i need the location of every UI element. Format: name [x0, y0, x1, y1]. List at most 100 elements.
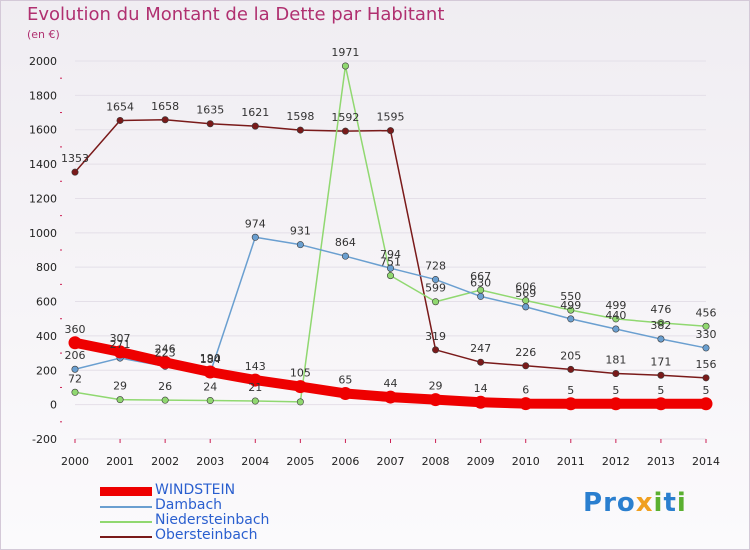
data-point	[432, 346, 440, 354]
data-point	[474, 395, 488, 409]
x-tick-label: 2010	[512, 455, 540, 468]
data-label: 319	[425, 330, 446, 343]
legend-label: Niedersteinbach	[155, 512, 270, 528]
data-label: 1635	[196, 104, 224, 117]
data-label: 206	[65, 349, 86, 362]
x-tick-label: 2011	[557, 455, 585, 468]
data-label: 72	[68, 372, 82, 385]
y-tick-label: 1000	[29, 227, 57, 240]
data-label: 44	[384, 377, 398, 390]
data-label: 931	[290, 225, 311, 238]
data-point	[293, 380, 307, 394]
data-label: 226	[515, 346, 536, 359]
data-point	[567, 315, 575, 323]
data-label: 382	[650, 319, 671, 332]
data-point	[564, 397, 578, 411]
data-point	[158, 355, 172, 369]
logo-letter: o	[616, 488, 636, 518]
data-point	[71, 388, 79, 396]
logo-letter: P	[583, 488, 604, 518]
legend-label: Obersteinbach	[155, 527, 258, 543]
data-label: 143	[245, 360, 266, 373]
logo-letter: r	[603, 488, 617, 518]
data-point	[251, 397, 259, 405]
data-point	[654, 397, 668, 411]
legend-swatch	[100, 487, 152, 496]
legend-swatch	[100, 521, 152, 523]
data-point	[477, 358, 485, 366]
data-label: 14	[474, 382, 488, 395]
data-point	[203, 365, 217, 379]
data-point	[206, 397, 214, 405]
data-label: 499	[605, 299, 626, 312]
data-point	[68, 336, 82, 350]
data-point	[161, 116, 169, 124]
data-point	[113, 345, 127, 359]
data-label: 330	[696, 328, 717, 341]
data-point	[296, 241, 304, 249]
data-label: 26	[158, 380, 172, 393]
data-point	[341, 127, 349, 135]
data-label: 105	[290, 367, 311, 380]
data-label: 307	[110, 332, 131, 345]
data-label: 29	[113, 380, 127, 393]
data-label: 550	[560, 290, 581, 303]
data-label: 246	[155, 342, 176, 355]
data-point	[609, 397, 623, 411]
x-tick-label: 2003	[196, 455, 224, 468]
logo-letter: i	[653, 488, 664, 518]
y-tick-label: 1400	[29, 158, 57, 171]
y-tick-label: 200	[36, 364, 57, 377]
x-tick-label: 2005	[286, 455, 314, 468]
data-label: 630	[470, 276, 491, 289]
y-tick-label: 1200	[29, 192, 57, 205]
data-point	[519, 397, 533, 411]
data-label: 667	[470, 270, 491, 283]
logo-letter: i	[676, 488, 687, 518]
data-point	[567, 306, 575, 314]
data-point	[432, 276, 440, 284]
data-point	[251, 122, 259, 130]
data-label: 247	[470, 342, 491, 355]
data-point	[251, 233, 259, 241]
chart-title: Evolution du Montant de la Dette par Hab…	[27, 4, 445, 25]
y-tick-label: 1600	[29, 124, 57, 137]
data-label: 728	[425, 260, 446, 273]
data-label: 1654	[106, 100, 134, 113]
data-label: 6	[522, 384, 529, 397]
data-point	[386, 264, 394, 272]
data-label: 1592	[331, 111, 359, 124]
data-point	[702, 344, 710, 352]
legend-swatch	[100, 536, 152, 538]
data-point	[702, 322, 710, 330]
x-tick-label: 2001	[106, 455, 134, 468]
data-point	[116, 116, 124, 124]
data-label: 1658	[151, 100, 179, 113]
data-point	[71, 365, 79, 373]
y-tick-label: -200	[32, 433, 57, 446]
x-tick-label: 2008	[422, 455, 450, 468]
data-point	[341, 62, 349, 70]
data-label: 974	[245, 217, 266, 230]
proxiti-logo: Proxiti	[583, 488, 687, 518]
data-point	[386, 127, 394, 135]
y-tick-label: 800	[36, 261, 57, 274]
data-label: 205	[560, 349, 581, 362]
data-point	[657, 335, 665, 343]
data-label: 360	[65, 323, 86, 336]
data-point	[612, 370, 620, 378]
data-point	[338, 386, 352, 400]
data-point	[567, 365, 575, 373]
data-point	[341, 252, 349, 260]
data-point	[612, 315, 620, 323]
y-tick-label: 2000	[29, 55, 57, 68]
y-tick-label: 600	[36, 296, 57, 309]
data-point	[206, 120, 214, 128]
data-point	[657, 319, 665, 327]
data-label: 21	[248, 381, 262, 394]
data-label: 271	[110, 338, 131, 351]
logo-letter: x	[635, 488, 654, 518]
data-label: 5	[612, 384, 619, 397]
data-point	[384, 390, 397, 404]
